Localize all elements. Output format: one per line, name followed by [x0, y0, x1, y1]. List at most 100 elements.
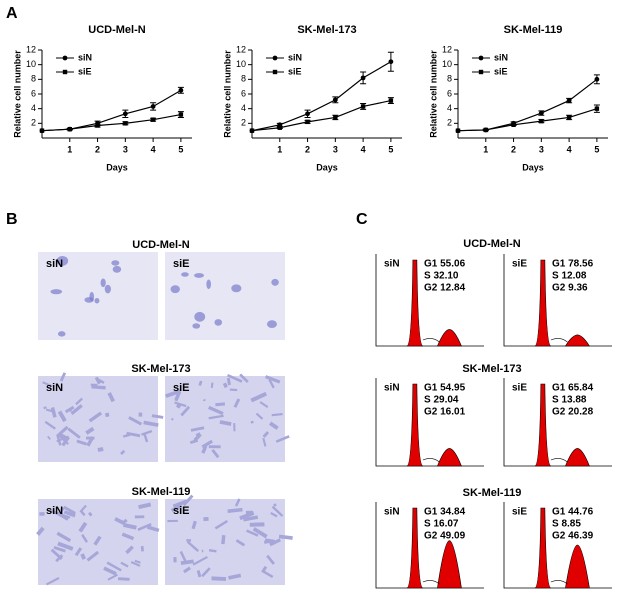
marker — [539, 118, 544, 124]
cell — [179, 550, 187, 562]
chart-title: UCD-Mel-N — [88, 24, 145, 36]
cell — [201, 567, 211, 578]
cell — [107, 573, 118, 581]
sample-label: siN — [46, 258, 63, 270]
cell — [243, 515, 259, 522]
cell — [264, 375, 281, 384]
cell — [45, 408, 55, 413]
cell — [56, 435, 62, 446]
cell — [202, 398, 206, 402]
cell — [104, 412, 110, 418]
cell — [170, 417, 174, 421]
cell — [195, 432, 202, 438]
x-tick-label: 5 — [388, 144, 393, 154]
phase-stat: S 16.07 — [424, 519, 459, 530]
phase-stat: G2 12.84 — [424, 283, 466, 294]
cell — [201, 439, 213, 449]
y-tick-label: 10 — [26, 59, 36, 69]
cell — [122, 433, 131, 438]
y-tick-label: 12 — [26, 44, 36, 54]
cell — [104, 284, 111, 294]
cell — [259, 401, 269, 409]
g2-peak — [436, 329, 462, 347]
marker — [178, 87, 184, 93]
cell — [194, 273, 205, 278]
cell — [234, 498, 241, 507]
chart-title: SK-Mel-119 — [504, 24, 563, 36]
cell — [57, 331, 66, 337]
x-tick-label: 3 — [333, 144, 338, 154]
x-tick-label: 1 — [67, 144, 72, 154]
cell — [246, 529, 259, 537]
legend-marker — [478, 55, 484, 61]
y-axis-label: Relative cell number — [12, 50, 22, 138]
cell — [180, 405, 191, 417]
marker — [67, 127, 72, 132]
cell — [198, 380, 203, 386]
cell — [275, 435, 290, 443]
cell — [88, 411, 103, 423]
series-line — [251, 61, 392, 132]
legend-marker — [478, 69, 484, 75]
cell — [250, 391, 268, 403]
phase-stat: S 12.08 — [552, 271, 587, 282]
cell — [57, 410, 67, 423]
cell — [50, 548, 63, 560]
cell — [64, 405, 75, 414]
cell — [170, 503, 183, 513]
g1-peak — [534, 507, 552, 589]
x-tick-label: 2 — [305, 144, 310, 154]
cell — [117, 577, 130, 581]
legend-marker — [272, 69, 278, 75]
cell — [81, 534, 88, 543]
cell — [88, 511, 93, 517]
cell — [228, 573, 242, 580]
cell — [86, 550, 100, 562]
cell — [190, 426, 205, 432]
panel-title: SK-Mel-173 — [462, 363, 521, 375]
cell — [43, 406, 47, 410]
cell — [61, 436, 70, 447]
legend-label: siN — [288, 52, 302, 62]
cell — [141, 429, 153, 436]
g1-peak — [534, 259, 552, 347]
sample-label: siE — [512, 507, 527, 518]
cell — [262, 437, 267, 447]
cell — [42, 381, 53, 388]
cell — [211, 576, 227, 582]
cell — [84, 297, 94, 303]
cell — [191, 520, 197, 530]
cell — [146, 525, 160, 533]
cell — [106, 561, 122, 572]
cell — [78, 521, 88, 533]
marker — [594, 106, 600, 111]
phase-stat: G2 16.01 — [424, 407, 466, 418]
g2-peak — [564, 448, 590, 467]
cell — [70, 404, 83, 416]
x-tick-label: 4 — [151, 144, 156, 154]
cell — [46, 576, 60, 586]
x-tick-label: 4 — [361, 144, 366, 154]
cell — [183, 566, 191, 574]
cell — [192, 323, 201, 329]
cell — [80, 553, 87, 560]
cell — [235, 539, 246, 547]
phase-stat: G1 54.95 — [424, 383, 466, 394]
cell — [268, 421, 279, 430]
sample-label: siE — [173, 258, 190, 270]
cell — [57, 541, 74, 551]
cell — [59, 433, 67, 440]
phase-stat: S 13.88 — [552, 395, 587, 406]
cell — [85, 426, 95, 435]
g2-peak — [437, 540, 462, 589]
x-axis-label: Days — [522, 162, 544, 172]
cell — [252, 527, 268, 539]
marker — [538, 110, 544, 116]
cell — [74, 547, 83, 557]
g2-peak — [564, 334, 590, 347]
panel-title: SK-Mel-173 — [131, 363, 190, 375]
marker — [249, 128, 255, 133]
cell — [181, 272, 189, 277]
cell — [226, 377, 231, 386]
cell — [214, 319, 223, 326]
